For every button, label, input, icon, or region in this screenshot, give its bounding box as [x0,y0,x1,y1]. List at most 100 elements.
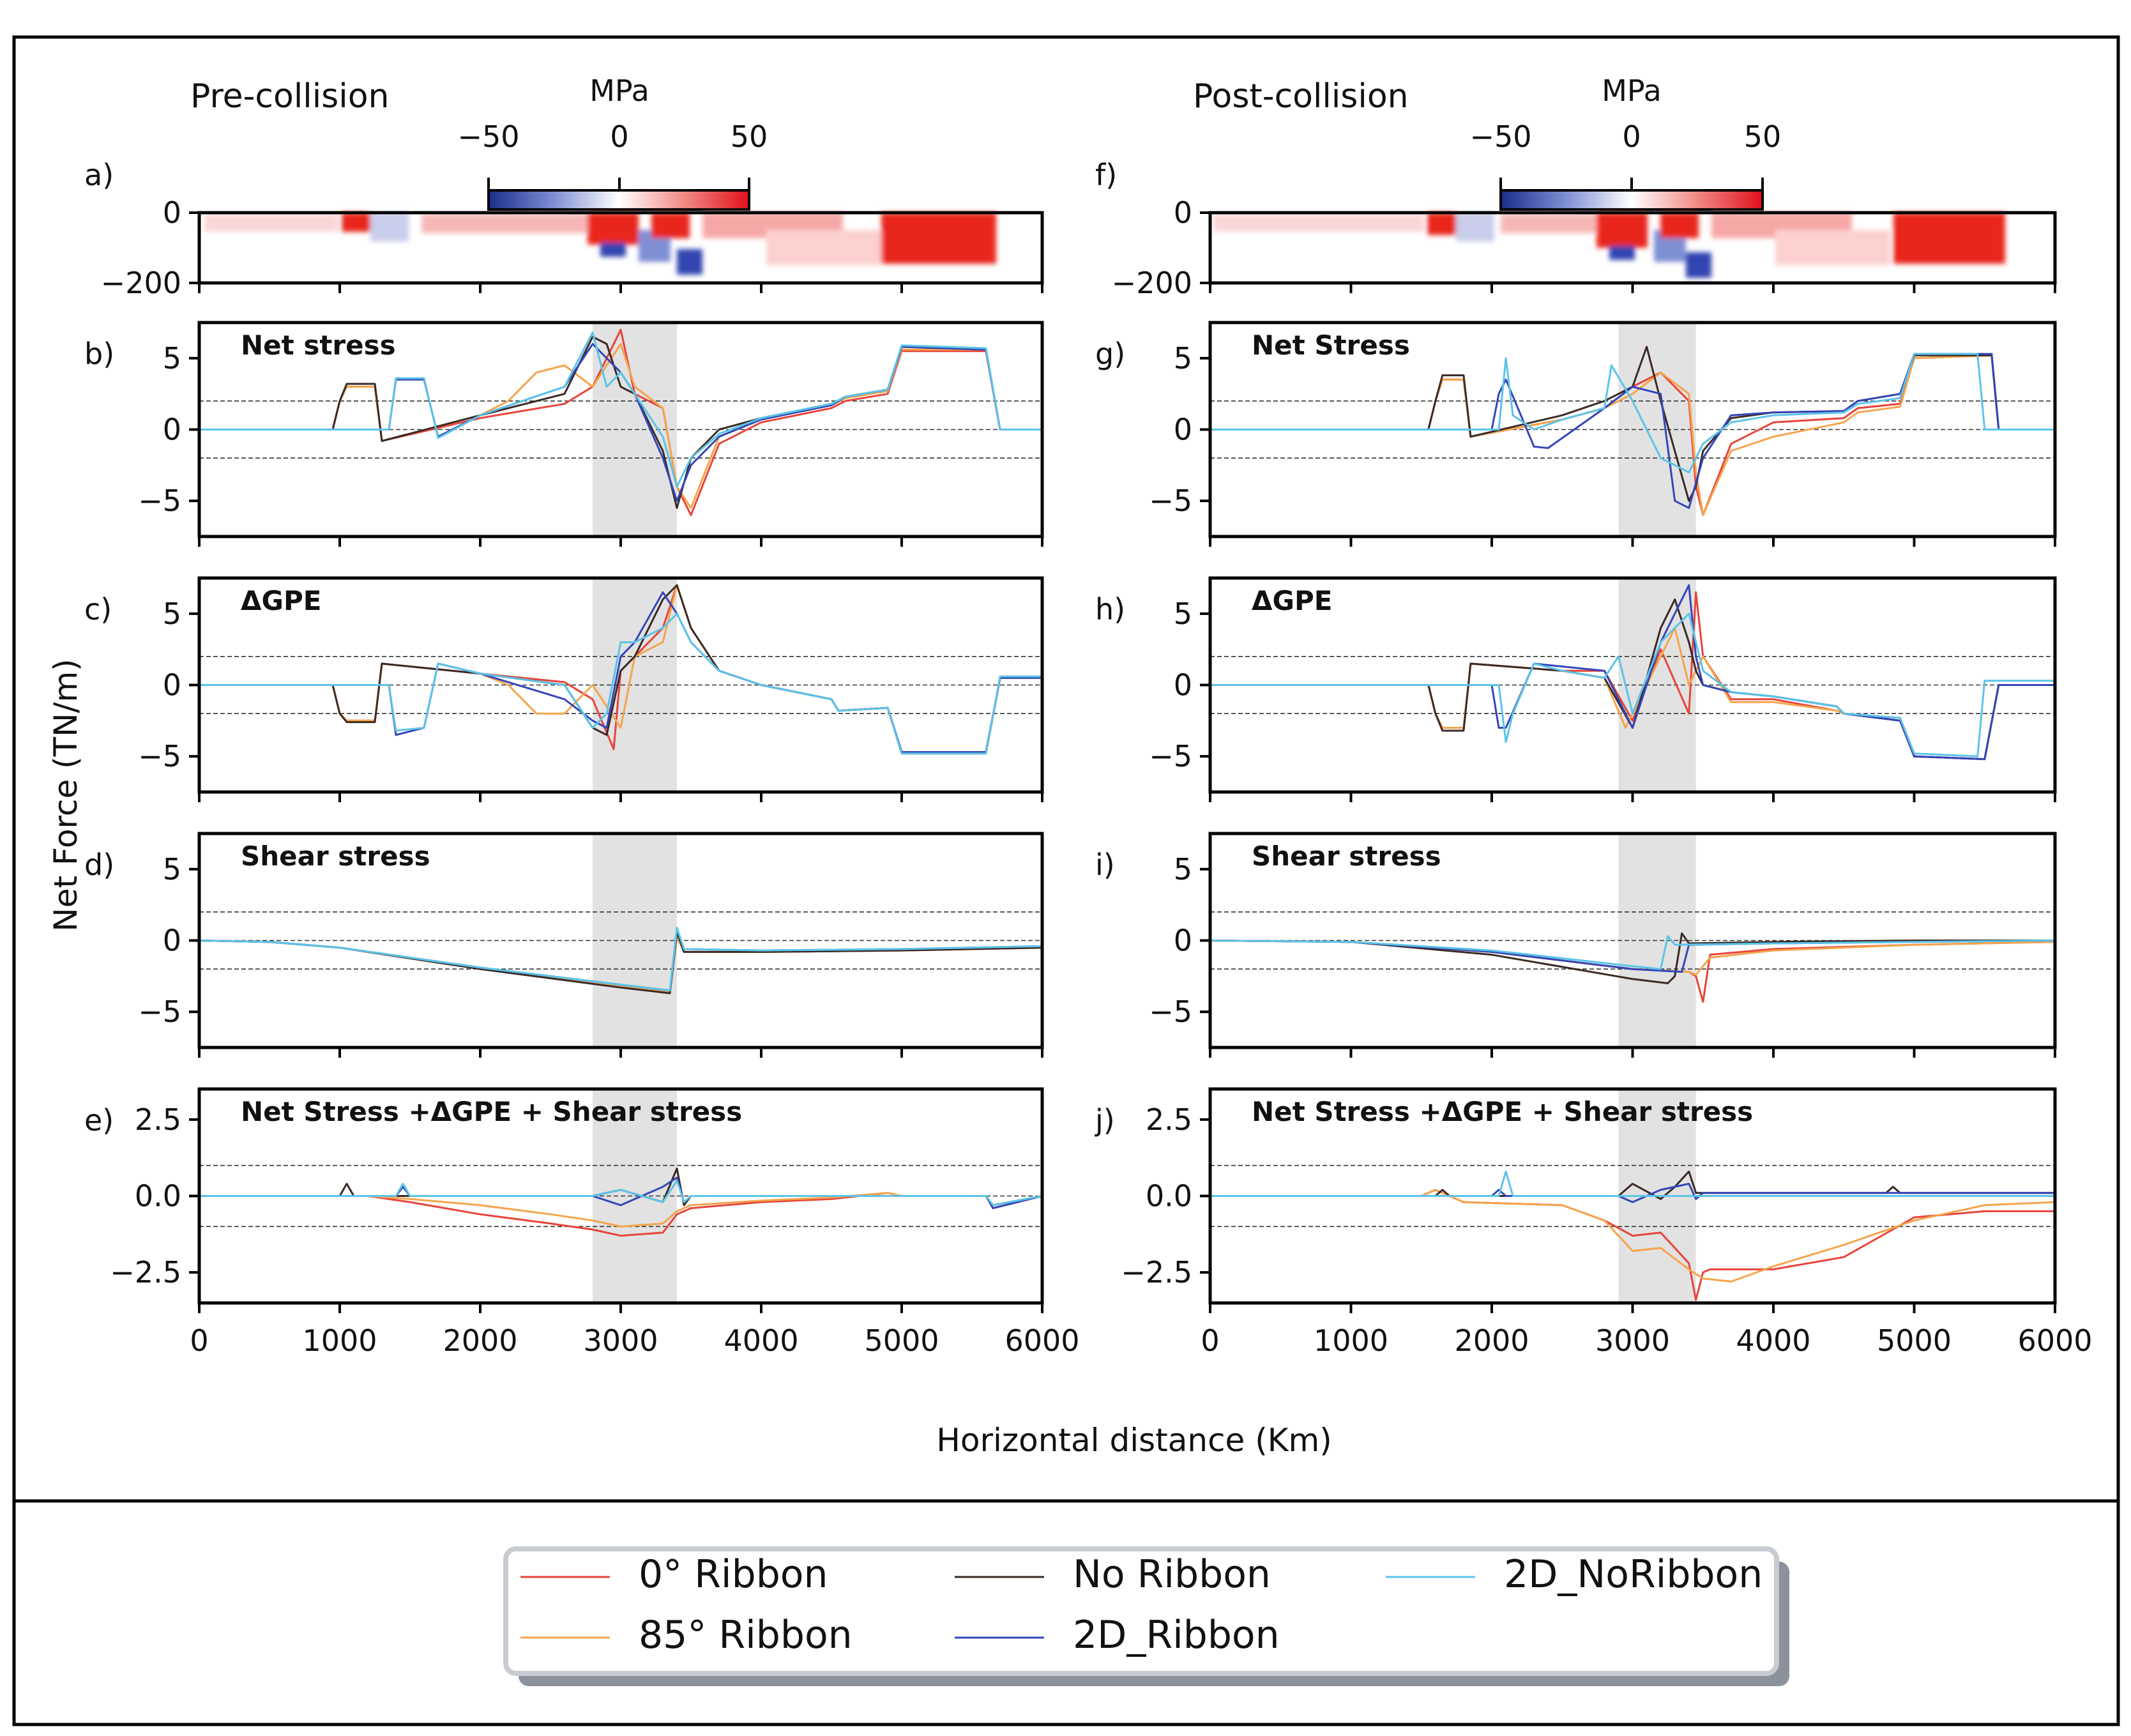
panel-g: g) Net Stress 5 0 −5 [1095,321,2057,547]
panel-e-xtick-label-5: 5000 [864,1323,939,1358]
panel-f-frame [1208,211,2057,285]
panel-b-ytick-label-1: 0 [163,413,181,447]
panel-e-series-2d-noribbon [199,1180,1043,1207]
legend-label-2: No Ribbon [1073,1552,1271,1597]
panel-a-frame [197,211,1044,285]
panel-i-title: Shear stress [1252,841,1441,872]
panel-e-xtick-label-6: 6000 [1005,1323,1079,1358]
panel-h-ytick-label-0: 5 [1174,597,1192,631]
colorbar-tick-pre-max: 50 [731,119,768,154]
panel-i-ytick-label-2: −5 [1149,994,1192,1029]
panel-g-ytick-label-2: −5 [1149,483,1192,518]
legend-label-4: 2D_NoRibbon [1504,1552,1763,1597]
panel-c-letter: c) [84,592,112,627]
panel-i: i) Shear stress 5 0 −5 [1095,832,2057,1058]
panel-i-ytick-label-0: 5 [1174,852,1192,887]
legend: 0° Ribbon 85° Ribbon No Ribbon 2D_Ribbon 2D_… [503,1546,1789,1686]
colorbar-label-pre: MPa [589,73,649,108]
panel-j-xtick-label-3: 3000 [1595,1323,1670,1358]
panel-e-ytick-label-2: −2.5 [110,1255,181,1290]
panel-b-ytick-label-0: 5 [163,341,181,376]
legend-frame [12,1499,2120,1726]
panel-g-series-85-ribbon [1210,354,2055,516]
y-axis-label: Net Force (TN/m) [47,659,84,931]
panel-g-ytick-label-0: 5 [1174,341,1192,376]
legend-label-3: 2D_Ribbon [1073,1613,1280,1657]
panel-j-xtick-label-1: 1000 [1314,1323,1388,1358]
panel-e-frame [197,1087,1044,1305]
colorbar-tick-post-zero: 0 [1622,119,1641,154]
panel-h-ytick-label-1: 0 [1174,668,1192,703]
panel-i-series-2d-noribbon [1210,935,2056,970]
panel-j-xtick-label-5: 5000 [1877,1323,1952,1358]
panel-b: b) Net stress 5 0 −5 [84,321,1044,547]
panel-j-xtick-label-2: 2000 [1454,1323,1529,1358]
panel-d-ytick-label-0: 5 [163,852,181,887]
panel-c-ytick-label-1: 0 [163,668,181,703]
panel-d-series-2d-noribbon [199,926,1043,992]
panel-j: j) Net Stress +ΔGPE + Shear stress 2.5 0.0 −… [1095,1087,2093,1358]
legend-label-0: 0° Ribbon [639,1552,828,1597]
colorbar-tick-post-max: 50 [1744,119,1782,154]
panel-h: h) ΔGPE 5 0 −5 [1095,576,2057,802]
panel-a-letter: a) [84,158,114,192]
panel-e-ytick-label-0: 2.5 [135,1102,181,1137]
x-axis-label: Horizontal distance (Km) [936,1422,1331,1459]
panel-f-ytick-label-0: 0 [1174,195,1192,230]
panel-d: d) Shear stress 5 0 −5 [84,832,1044,1058]
colorbar-pre: MPa −50 0 50 [457,73,768,211]
panel-c: c) ΔGPE 5 0 −5 [84,576,1044,802]
panel-h-letter: h) [1095,592,1125,627]
panel-e-ytick-label-1: 0.0 [135,1179,181,1214]
panel-h-title: ΔGPE [1252,585,1332,616]
panel-d-frame [197,832,1044,1049]
panel-j-letter: j) [1095,1103,1115,1138]
heatmap-field-post [1213,213,2005,278]
panel-d-ytick-label-1: 0 [163,924,181,958]
panel-c-frame [197,576,1044,794]
colorbar-label-post: MPa [1602,73,1662,108]
pre-collision-title: Pre-collision [190,77,390,116]
panel-e-xtick-label-4: 4000 [724,1323,798,1358]
panel-j-title: Net Stress +ΔGPE + Shear stress [1252,1096,1753,1127]
panels-group: a) 0 −200 b) Net stress 5 0 −5 c) ΔGPE 5 0 −5 d) Shear… [84,158,2093,1358]
panel-c-ytick-label-0: 5 [163,597,181,631]
panel-i-frame [1208,832,2057,1049]
panel-j-series-2d-ribbon [1210,1182,2055,1203]
panel-j-ytick-label-2: −2.5 [1121,1255,1192,1290]
colorbar-post: MPa −50 0 50 [1469,73,1782,211]
panel-a-ytick-label-1: −200 [101,266,181,300]
panel-j-xtick-label-6: 6000 [2017,1323,2092,1358]
panel-b-ytick-label-2: −5 [138,483,181,518]
panel-d-title: Shear stress [241,841,430,872]
panel-g-series-2d-noribbon [1210,353,2055,473]
panel-a-ytick-label-0: 0 [163,195,181,230]
panel-h-series-2d-ribbon [1210,584,2055,761]
colorbar-tick-pre-min: −50 [457,119,519,154]
panel-g-ytick-label-1: 0 [1174,413,1192,447]
panel-j-ytick-label-1: 0.0 [1146,1179,1192,1214]
panel-b-frame [197,321,1044,538]
panel-e-xtick-label-0: 0 [190,1323,208,1358]
panel-h-ytick-label-2: −5 [1149,739,1192,773]
panel-e-xtick-label-2: 2000 [443,1323,517,1358]
panel-a: a) 0 −200 [84,158,1044,300]
panel-c-title: ΔGPE [241,585,321,616]
panel-i-ytick-label-1: 0 [1174,924,1192,958]
panel-c-ytick-label-2: −5 [138,739,181,773]
panel-f: f) 0 −200 [1095,158,2057,300]
panel-f-letter: f) [1095,158,1117,192]
panel-j-xtick-label-4: 4000 [1736,1323,1810,1358]
panel-e-xtick-label-1: 1000 [302,1323,377,1358]
panel-j-series-2d-noribbon [1210,1170,2055,1197]
panel-g-frame [1208,321,2057,538]
panel-b-series-2d-noribbon [199,331,1042,488]
panel-j-ytick-label-0: 2.5 [1146,1102,1192,1137]
panel-h-frame [1208,576,2057,794]
panel-d-ytick-label-2: −5 [138,994,181,1029]
panel-d-letter: d) [84,848,114,882]
colorbar-tick-post-min: −50 [1469,119,1531,154]
panel-e-letter: e) [84,1103,114,1138]
